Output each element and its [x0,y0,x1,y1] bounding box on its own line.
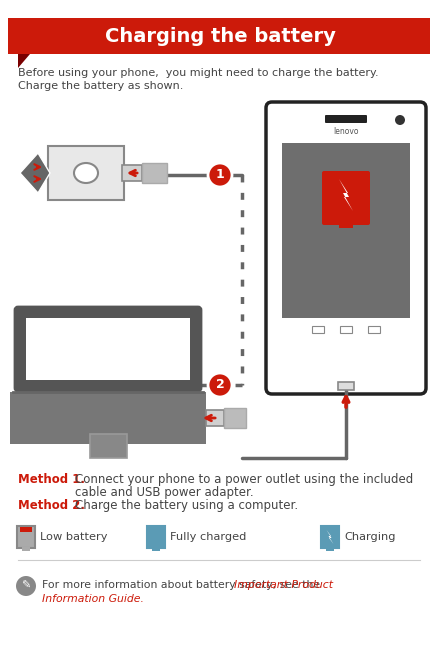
Text: 2: 2 [215,378,224,391]
FancyBboxPatch shape [322,171,370,225]
Text: Charging the battery: Charging the battery [105,27,336,46]
Bar [340,326,352,333]
Text: cable and USB power adapter.: cable and USB power adapter. [75,486,254,499]
FancyBboxPatch shape [339,223,353,228]
FancyBboxPatch shape [17,526,35,548]
Bar [312,326,324,333]
FancyBboxPatch shape [325,115,367,123]
FancyBboxPatch shape [266,102,426,394]
FancyBboxPatch shape [282,143,410,318]
Text: Information Guide.: Information Guide. [42,594,144,604]
Ellipse shape [74,163,98,183]
Text: Charge the battery as shown.: Charge the battery as shown. [18,81,184,91]
FancyBboxPatch shape [89,434,127,458]
Polygon shape [20,153,50,193]
Text: Before using your phone,  you might need to charge the battery.: Before using your phone, you might need … [18,68,378,78]
FancyBboxPatch shape [152,547,160,551]
Text: Low battery: Low battery [40,532,107,542]
Circle shape [395,115,405,125]
Text: 1: 1 [215,168,224,181]
FancyBboxPatch shape [48,146,124,200]
Circle shape [208,163,232,187]
Text: Important Product: Important Product [234,580,333,590]
Bar [368,326,380,333]
FancyBboxPatch shape [321,526,339,548]
FancyBboxPatch shape [338,382,354,390]
Text: Method 2.: Method 2. [18,499,85,512]
Polygon shape [326,530,333,544]
FancyBboxPatch shape [15,307,201,391]
Polygon shape [339,179,353,211]
FancyBboxPatch shape [147,526,165,548]
FancyBboxPatch shape [10,392,206,444]
Text: Charging: Charging [344,532,396,542]
Text: Fully charged: Fully charged [170,532,246,542]
FancyBboxPatch shape [206,410,224,426]
FancyBboxPatch shape [20,527,32,532]
Text: lenovo: lenovo [333,127,359,136]
Text: Connect your phone to a power outlet using the included: Connect your phone to a power outlet usi… [75,473,413,486]
Polygon shape [18,54,30,68]
FancyBboxPatch shape [8,18,430,54]
FancyBboxPatch shape [22,547,30,551]
Text: For more information about battery safety, see the: For more information about battery safet… [42,580,324,590]
Text: Charge the battery using a computer.: Charge the battery using a computer. [75,499,298,512]
Circle shape [208,373,232,397]
FancyBboxPatch shape [122,165,142,181]
FancyBboxPatch shape [326,547,334,551]
FancyBboxPatch shape [26,318,190,380]
Text: ✎: ✎ [21,581,31,591]
FancyBboxPatch shape [224,408,246,428]
FancyBboxPatch shape [142,163,167,183]
Text: Method 1.: Method 1. [18,473,85,486]
Circle shape [16,576,36,596]
